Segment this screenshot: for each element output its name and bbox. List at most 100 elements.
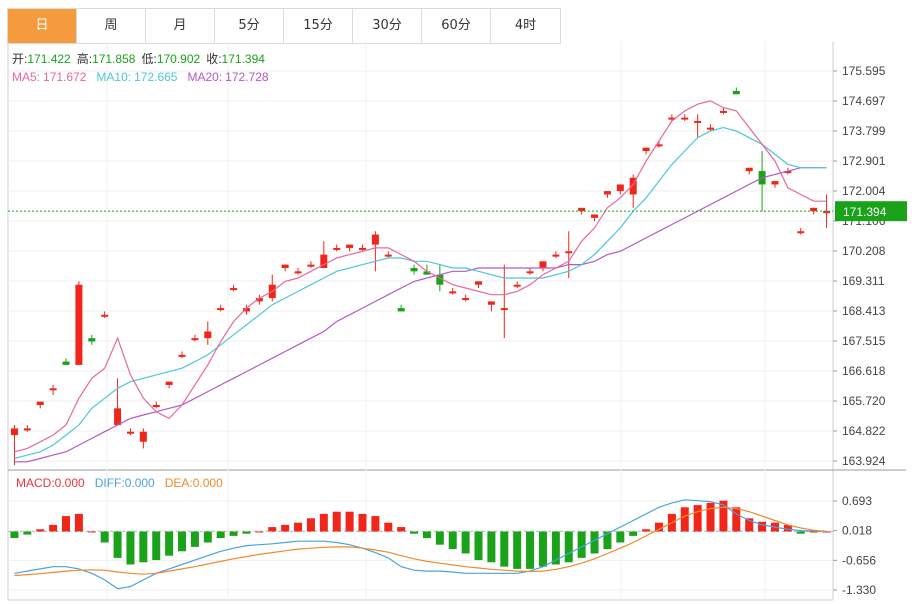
- legend: 开:171.422 高:171.858 低:170.902 收:171.394 MA5…: [12, 51, 269, 490]
- last-price-label: 171.394: [843, 205, 887, 219]
- candle-body: [681, 117, 689, 120]
- tab-0[interactable]: 日: [8, 9, 77, 43]
- candles: [10, 87, 831, 466]
- candle-body: [152, 404, 160, 407]
- tab-7[interactable]: 4时: [514, 18, 537, 33]
- macd-bar: [719, 500, 728, 532]
- macd-bar: [435, 531, 444, 545]
- ohlc-legend: 开:171.422 高:171.858 低:170.902 收:171.394: [12, 51, 265, 66]
- macd-bar: [126, 531, 135, 565]
- macd-bar: [654, 522, 663, 532]
- candle-body: [62, 361, 70, 365]
- macd-bar: [294, 522, 303, 532]
- candle-body: [333, 247, 341, 250]
- macd-bar: [809, 531, 818, 533]
- macd-bar: [732, 507, 741, 532]
- macd-bar: [281, 524, 290, 532]
- candle-body: [487, 301, 495, 305]
- candle-body: [642, 147, 650, 152]
- macd-bar: [139, 531, 148, 563]
- candle-body: [88, 338, 96, 342]
- macd-bar: [577, 531, 586, 558]
- macd-bar: [783, 524, 792, 532]
- macd-bar: [603, 531, 612, 550]
- macd-bar: [74, 513, 83, 532]
- macd-bar: [345, 511, 354, 532]
- candle-body: [784, 171, 792, 174]
- price-tick-label: 165.720: [842, 394, 886, 408]
- price-tick-label: 166.618: [842, 364, 886, 378]
- candle-body: [500, 308, 508, 311]
- candle-body: [126, 431, 134, 434]
- macd-bar: [36, 529, 45, 532]
- macd-bar: [796, 531, 805, 534]
- candle-body: [732, 90, 740, 95]
- macd-bar: [100, 531, 109, 543]
- macd-bar: [371, 516, 380, 532]
- candle-body: [423, 271, 431, 275]
- macd-bar: [564, 531, 573, 563]
- macd-bar: [693, 505, 702, 532]
- last-price-badge: [835, 201, 907, 222]
- candle-body: [745, 167, 753, 172]
- candle-body: [823, 211, 831, 214]
- macd-bar: [448, 531, 457, 550]
- macd-bar: [422, 531, 431, 539]
- tab-1[interactable]: 周: [77, 9, 146, 43]
- candle-body: [629, 177, 637, 195]
- macd-tick-label: 0.018: [842, 524, 872, 538]
- macd-bar: [49, 524, 58, 532]
- candle-body: [410, 267, 418, 272]
- macd-bar: [87, 531, 96, 533]
- ma10-line: [14, 126, 827, 460]
- price-tick-label: 163.924: [842, 454, 886, 468]
- candle-body: [255, 298, 263, 302]
- candle-body: [371, 234, 379, 245]
- macd-bar: [758, 521, 767, 532]
- candle-body: [810, 207, 818, 212]
- macd-bar: [229, 531, 238, 536]
- candle-body: [397, 308, 405, 312]
- candle-body: [49, 388, 57, 391]
- candle-body: [320, 254, 328, 268]
- dea-line: [14, 506, 827, 577]
- candle-body: [668, 117, 676, 120]
- candle-body: [539, 261, 547, 268]
- price-tick-label: 172.901: [842, 154, 886, 168]
- ma5-line: [14, 100, 827, 453]
- candle-body: [101, 314, 109, 317]
- tab-4[interactable]: 15分: [284, 9, 353, 43]
- candle-body: [114, 408, 122, 426]
- price-axis: 175.595174.697173.799172.901172.004171.1…: [8, 64, 907, 597]
- macd-bar: [332, 511, 341, 532]
- tab-3[interactable]: 5分: [215, 9, 284, 43]
- candle-body: [552, 254, 560, 257]
- macd-bar: [113, 531, 122, 558]
- candle-body: [565, 251, 573, 254]
- candle-body: [707, 127, 715, 130]
- macd-bar: [178, 531, 187, 552]
- price-tick-label: 167.515: [842, 334, 886, 348]
- macd-tick-label: 0.693: [842, 494, 872, 508]
- candle-body: [655, 144, 663, 147]
- macd-bar: [152, 531, 161, 561]
- candle-body: [230, 288, 238, 291]
- macd-bar: [410, 531, 419, 534]
- macd-bar: [590, 531, 599, 554]
- price-tick-label: 164.822: [842, 424, 886, 438]
- macd-bar: [487, 531, 496, 563]
- candle-body: [616, 184, 624, 192]
- tab-2[interactable]: 月: [146, 9, 215, 43]
- tab-5[interactable]: 30分: [353, 9, 422, 43]
- candle-body: [281, 264, 289, 268]
- macd-bar: [319, 513, 328, 532]
- macd-bar: [268, 527, 277, 532]
- candle-body: [719, 110, 727, 113]
- diff-line: [14, 499, 827, 590]
- tab-6[interactable]: 60分: [422, 9, 491, 43]
- price-tick-label: 173.799: [842, 124, 886, 138]
- candle-body: [191, 338, 199, 341]
- candle-body: [178, 354, 186, 357]
- macd-bar: [165, 531, 174, 556]
